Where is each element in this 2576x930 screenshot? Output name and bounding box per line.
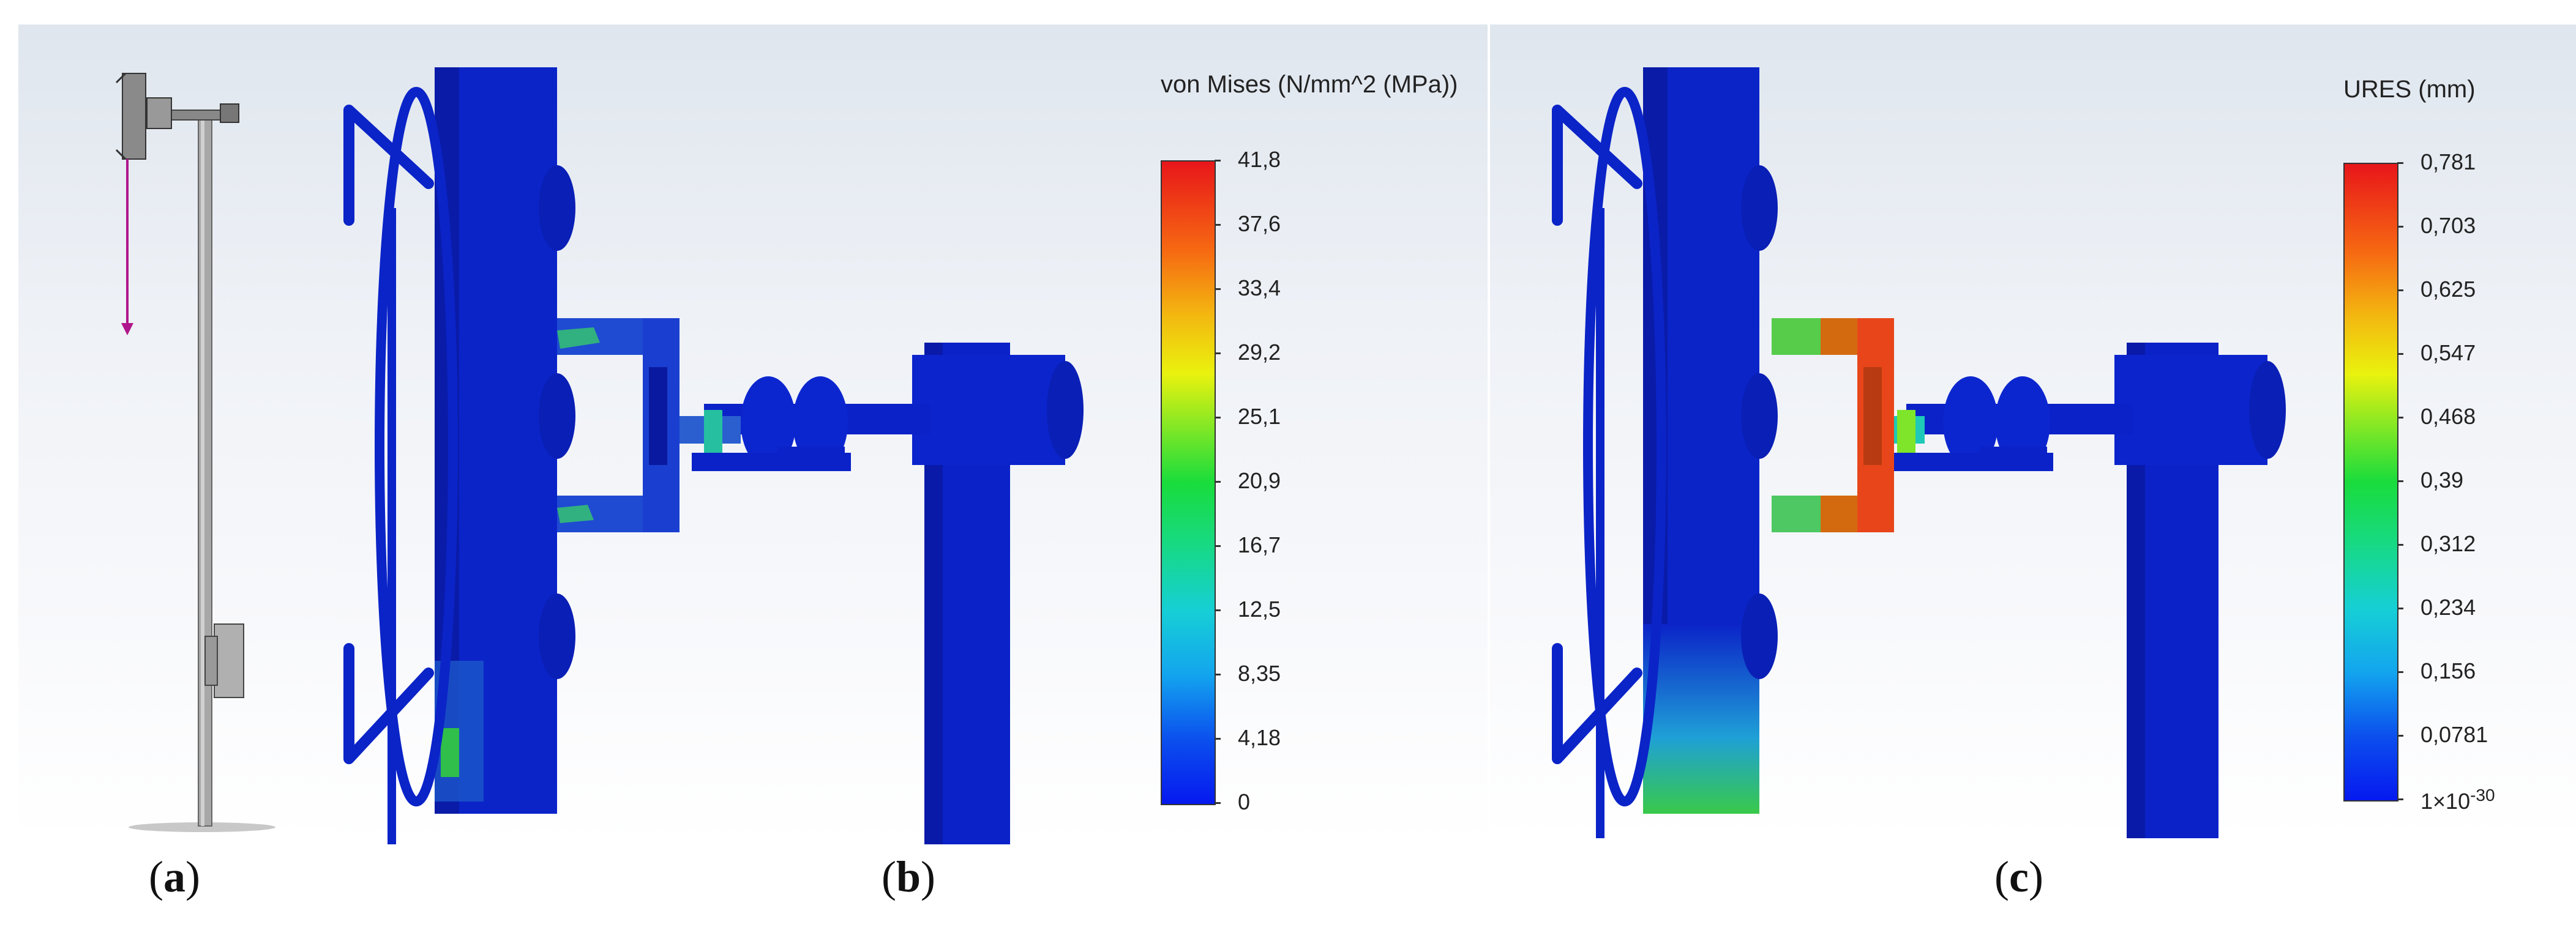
panel-c-displacement: URES (mm) 0,781 0,703 0,625 0,547 0,468 0,39 0… xyxy=(1490,24,2576,838)
stress-model-drawing xyxy=(343,67,1084,844)
stress-tick-label: 4,18 xyxy=(1238,725,1281,750)
displacement-tick-mark xyxy=(2397,798,2403,800)
stress-tick-label: 20,9 xyxy=(1238,468,1281,493)
panel-a-overview xyxy=(18,24,337,838)
stress-tick-label: 8,35 xyxy=(1238,661,1281,686)
displacement-tick-mark xyxy=(2397,417,2403,418)
panel-label-a: (a) xyxy=(149,852,200,901)
displacement-legend-title: URES (mm) xyxy=(2343,76,2476,103)
displacement-tick-mark xyxy=(2397,608,2403,609)
stress-tick-mark xyxy=(1215,417,1221,418)
displacement-tick-label: 0,703 xyxy=(2421,213,2476,238)
stress-tick-label: 37,6 xyxy=(1238,211,1281,236)
stress-tick-label: 0 xyxy=(1238,789,1251,814)
displacement-tick-exponent: -30 xyxy=(2470,786,2495,805)
displacement-tick-label: 0,234 xyxy=(2421,595,2476,620)
displacement-tick-label: 0,312 xyxy=(2421,531,2476,556)
stress-tick-label: 29,2 xyxy=(1238,340,1281,365)
stress-tick-mark xyxy=(1215,609,1221,611)
displacement-tick-mark xyxy=(2397,544,2403,546)
stress-tick-mark xyxy=(1215,224,1221,226)
stress-tick-mark xyxy=(1215,674,1221,675)
displacement-tick-label: 0,39 xyxy=(2421,467,2464,493)
panel-label-b: (b) xyxy=(882,852,936,901)
stress-legend-title: von Mises (N/mm^2 (MPa)) xyxy=(1161,71,1458,98)
stress-tick-mark xyxy=(1215,288,1221,290)
stress-tick-mark xyxy=(1215,802,1221,804)
displacement-tick-label: 1×10-30 xyxy=(2421,786,2495,814)
panel-b-stress: von Mises (N/mm^2 (MPa)) 41,8 37,6 33,4 29,… xyxy=(337,24,1488,844)
displacement-tick-label: 0,625 xyxy=(2421,277,2476,302)
displacement-tick-mark xyxy=(2397,353,2403,355)
displacement-tick-mark xyxy=(2397,671,2403,673)
displacement-tick-mark xyxy=(2397,735,2403,737)
displacement-tick-mark xyxy=(2397,480,2403,482)
stress-tick-label: 12,5 xyxy=(1238,597,1281,622)
stress-colorbar xyxy=(1161,160,1216,805)
displacement-tick-label: 0,781 xyxy=(2421,149,2476,174)
displacement-tick-label: 0,468 xyxy=(2421,404,2476,429)
displacement-tick-mark xyxy=(2397,226,2403,228)
stress-tick-mark xyxy=(1215,160,1221,162)
stress-tick-label: 25,1 xyxy=(1238,404,1281,429)
stress-tick-label: 41,8 xyxy=(1238,147,1281,172)
stress-tick-mark xyxy=(1215,545,1221,547)
displacement-tick-mark xyxy=(2397,162,2403,164)
displacement-tick-label: 0,0781 xyxy=(2421,722,2488,747)
displacement-colorbar xyxy=(2343,163,2398,802)
stress-tick-mark xyxy=(1215,481,1221,483)
stress-tick-label: 33,4 xyxy=(1238,275,1281,300)
panel-label-c: (c) xyxy=(1994,852,2043,901)
displacement-tick-label: 0,547 xyxy=(2421,340,2476,365)
displacement-tick-label: 0,156 xyxy=(2421,658,2476,683)
displacement-tick-mark xyxy=(2397,289,2403,291)
stress-tick-mark xyxy=(1215,738,1221,740)
stress-tick-label: 16,7 xyxy=(1238,532,1281,557)
pole-assembly-drawing xyxy=(115,72,275,832)
displacement-model-drawing xyxy=(1552,67,2286,838)
stress-tick-mark xyxy=(1215,352,1221,354)
